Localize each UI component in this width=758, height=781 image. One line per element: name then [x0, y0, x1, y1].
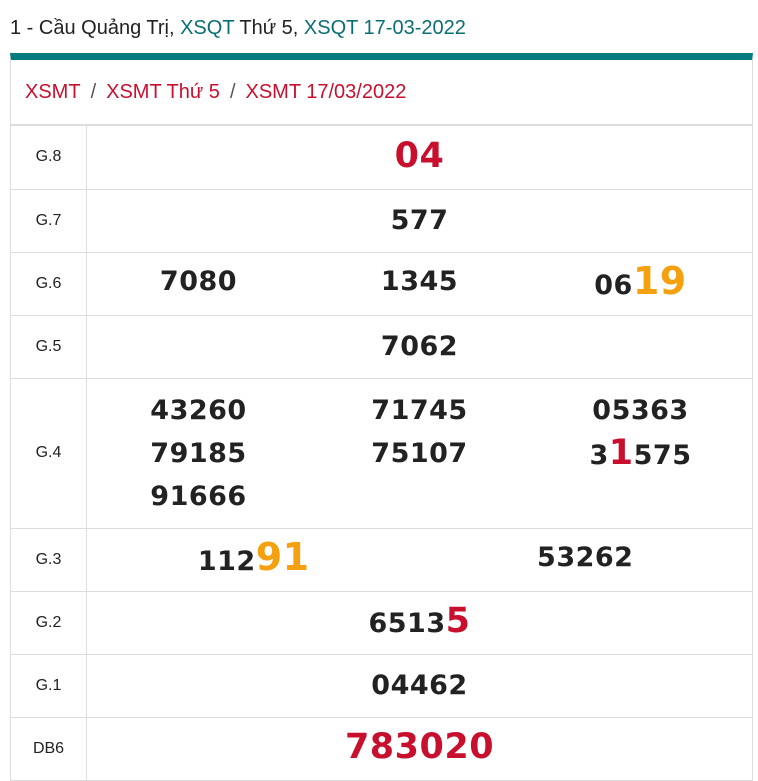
prize-row: G.8 04 — [11, 126, 752, 190]
lottery-number: 783020 — [88, 726, 751, 771]
prize-column: 577 — [88, 199, 751, 242]
lottery-number: 0619 — [530, 260, 751, 307]
digits: 112 — [197, 546, 256, 577]
prize-label: G.2 — [11, 591, 87, 655]
title-prefix: 1 - Cầu Quảng Trị, — [10, 17, 181, 39]
lottery-number: 04462 — [88, 664, 751, 707]
highlighted-digits: 04 — [394, 135, 445, 176]
lottery-number: 79185 — [88, 432, 309, 475]
prize-values: 11291 53262 — [86, 528, 752, 592]
prize-column: 04462 — [88, 664, 751, 707]
highlighted-digits: 19 — [632, 259, 687, 303]
breadcrumb-separator: / — [90, 80, 97, 103]
prize-values: 7062 — [86, 315, 752, 379]
prize-values: 65135 — [86, 591, 752, 655]
prize-column: 7080 — [88, 260, 309, 307]
prize-label: G.3 — [11, 528, 87, 592]
digits: 71745 — [371, 394, 468, 426]
prize-label: G.6 — [11, 252, 87, 316]
lottery-number: 71745 — [309, 389, 530, 432]
prize-values: 783020 — [86, 717, 752, 781]
prize-column: 1345 — [309, 260, 530, 307]
breadcrumb-separator: / — [229, 80, 236, 103]
lottery-number: 65135 — [88, 600, 751, 645]
prize-row: G.7 577 — [11, 189, 752, 253]
digits: 06 — [594, 270, 633, 301]
lottery-number: 75107 — [309, 432, 530, 475]
highlighted-digits: 91 — [255, 535, 310, 579]
highlighted-digits: 1 — [608, 432, 634, 473]
highlighted-digits: 5 — [445, 601, 471, 641]
prize-label: G.4 — [11, 378, 87, 529]
lottery-number: 04 — [88, 135, 751, 180]
prize-column: 11291 — [88, 536, 420, 583]
prize-row: G.6 7080 1345 0619 — [11, 252, 752, 316]
breadcrumb-xsmt-thu5[interactable]: XSMT Thứ 5 — [106, 80, 220, 103]
prize-column: 04 — [88, 135, 751, 180]
prize-row: DB6 783020 — [11, 717, 752, 781]
lottery-number: 577 — [88, 199, 751, 242]
breadcrumb: XSMT / XSMT Thứ 5 / XSMT 17/03/2022 — [11, 60, 752, 126]
digits: 05363 — [592, 394, 689, 426]
lottery-number: 7062 — [88, 325, 751, 368]
results-box: XSMT / XSMT Thứ 5 / XSMT 17/03/2022 G.8 0… — [10, 53, 753, 781]
lottery-number: 53262 — [420, 536, 752, 579]
prize-column: 0619 — [530, 260, 751, 307]
prize-column: 53262 — [420, 536, 752, 583]
prize-values: 577 — [86, 189, 752, 253]
lottery-number: 91666 — [88, 475, 309, 518]
prize-column: 71745 75107 — [309, 389, 530, 475]
xsqt-date-link[interactable]: XSQT 17-03-2022 — [303, 17, 466, 39]
prize-column: 05363 31575 — [530, 389, 751, 477]
lottery-number: 05363 — [530, 389, 751, 432]
prize-row: G.5 7062 — [11, 315, 752, 379]
prize-label: DB6 — [11, 717, 87, 781]
digits: 75107 — [371, 437, 468, 469]
digits: 577 — [390, 205, 449, 236]
breadcrumb-xsmt-date[interactable]: XSMT 17/03/2022 — [245, 80, 407, 103]
prize-row: G.2 65135 — [11, 591, 752, 655]
lottery-number: 7080 — [88, 260, 309, 303]
prize-column: 783020 — [88, 726, 751, 771]
highlighted-digits: 783020 — [344, 727, 495, 767]
lottery-number: 1345 — [309, 260, 530, 303]
digits: 91666 — [150, 480, 247, 512]
digits: 7080 — [159, 266, 238, 297]
page-title: 1 - Cầu Quảng Trị, XSQT Thứ 5, XSQT 17-0… — [10, 17, 466, 40]
prize-label: G.1 — [11, 654, 87, 718]
results-table: G.8 04 G.7 577 G.6 7080 1345 0619 G.5 7062 G.4 4326… — [11, 126, 752, 781]
lottery-number: 31575 — [530, 432, 751, 477]
prize-label: G.7 — [11, 189, 87, 253]
prize-label: G.8 — [11, 126, 87, 190]
digits: 6513 — [368, 608, 446, 639]
prize-label: G.5 — [11, 315, 87, 379]
lottery-number: 43260 — [88, 389, 309, 432]
breadcrumb-xsmt[interactable]: XSMT — [25, 80, 81, 103]
digits: 1345 — [380, 266, 459, 297]
prize-row: G.4 43260 79185 91666 71745 75107 05363 31575 — [11, 378, 752, 529]
prize-values: 04462 — [86, 654, 752, 718]
digits: 04462 — [371, 670, 468, 701]
prize-row: G.1 04462 — [11, 654, 752, 718]
xsqt-link[interactable]: XSQT — [180, 17, 235, 39]
prize-column: 7062 — [88, 325, 751, 368]
digits: 575 — [633, 439, 692, 471]
prize-column: 65135 — [88, 600, 751, 645]
digits: 3 — [589, 439, 609, 471]
prize-values: 04 — [86, 126, 752, 190]
lottery-number: 11291 — [88, 536, 420, 583]
digits: 79185 — [150, 437, 247, 469]
prize-values: 7080 1345 0619 — [86, 252, 752, 316]
prize-values: 43260 79185 91666 71745 75107 05363 31575 — [86, 378, 752, 529]
prize-column: 43260 79185 91666 — [88, 389, 309, 518]
prize-row: G.3 11291 53262 — [11, 528, 752, 592]
title-mid: Thứ 5, — [234, 17, 304, 39]
digits: 7062 — [380, 331, 459, 362]
digits: 53262 — [537, 542, 634, 573]
digits: 43260 — [150, 394, 247, 426]
